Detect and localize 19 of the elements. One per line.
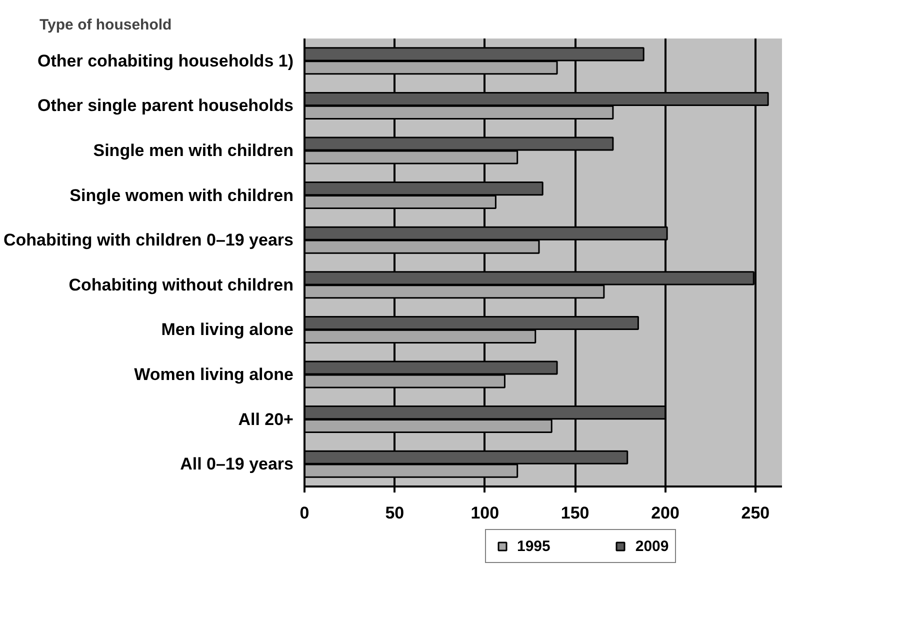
x-tick-label: 100 [470, 504, 500, 522]
y-tick-label: Women living alone [134, 365, 294, 384]
y-tick-label: Cohabiting without children [68, 275, 294, 294]
x-tick-label: 0 [300, 504, 310, 522]
y-tick-label: All 0–19 years [180, 454, 294, 474]
x-tick-label: 200 [651, 504, 680, 522]
y-tick-label: Single men with children [93, 141, 294, 160]
y-tick-label: Other single parent households [38, 96, 294, 116]
y-tick-label: Single women with children [70, 186, 294, 205]
legend-label: 1995 [517, 538, 550, 554]
y-tick-label: Men living alone [161, 320, 294, 340]
y-tick-label: All 20+ [238, 410, 294, 429]
x-tick-label: 250 [741, 504, 770, 522]
legend-label: 2009 [635, 538, 669, 554]
x-tick-label: 50 [385, 504, 404, 522]
text: Type of household [40, 16, 172, 34]
x-tick-label: 150 [560, 504, 590, 522]
y-tick-label: Cohabiting with children 0–19 years [3, 230, 294, 250]
y-tick-label: Other cohabiting households 1) [38, 51, 294, 70]
